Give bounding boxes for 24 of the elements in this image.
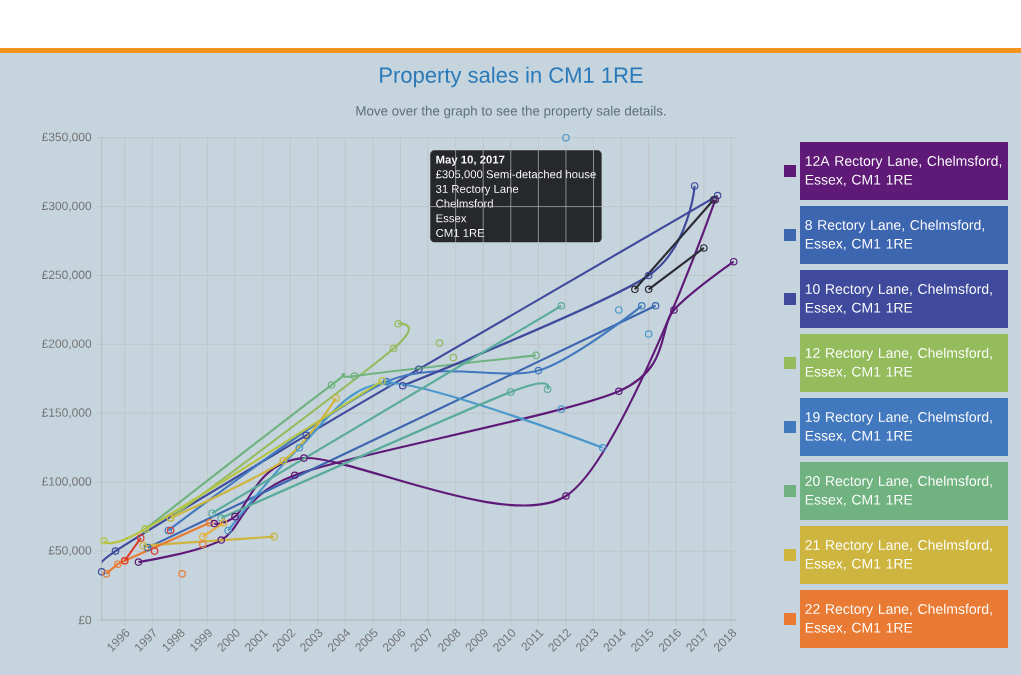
y-tick-label: £250,000 xyxy=(41,270,92,281)
legend-label: 20 Rectory Lane, Chelmsford, Essex, CM1 1RE xyxy=(805,475,992,507)
y-tick-label: £50,000 xyxy=(48,546,92,557)
legend-label: 10 Rectory Lane, Chelmsford, Essex, CM1 1RE xyxy=(805,283,992,315)
y-tick-label: £200,000 xyxy=(41,339,92,350)
legend-label: 19 Rectory Lane, Chelmsford, Essex, CM1 1RE xyxy=(805,411,992,443)
annotation: May 10, 2017 xyxy=(436,155,505,166)
y-tick-label: £150,000 xyxy=(41,408,92,419)
annotation: £305,000 Semi-detached house xyxy=(435,169,596,180)
annotation: Chelmsford xyxy=(436,199,493,208)
y-tick-label: £0 xyxy=(78,615,92,625)
legend-label: 12A Rectory Lane, Chelmsford, Essex, CM1 1RE xyxy=(805,155,1002,187)
annotation: CM1 1RE xyxy=(436,228,485,237)
legend-label: 8 Rectory Lane, Chelmsford, Essex, CM1 1RE xyxy=(805,219,984,251)
legend-label: 12 Rectory Lane, Chelmsford, Essex, CM1 1RE xyxy=(805,347,992,379)
y-tick-label: £300,000 xyxy=(41,201,92,212)
legend-label: 22 Rectory Lane, Chelmsford, Essex, CM1 1RE xyxy=(805,603,992,635)
legend-label: 21 Rectory Lane, Chelmsford, Essex, CM1 1RE xyxy=(805,539,992,571)
y-tick-label: £350,000 xyxy=(41,132,92,143)
chart-title: Property sales in CM1 1RE xyxy=(380,66,643,88)
chart-subtitle: Move over the graph to see the property sale details. xyxy=(356,105,666,119)
y-tick-label: £100,000 xyxy=(41,477,92,488)
annotation: Essex xyxy=(436,214,467,223)
annotation: 31 Rectory Lane xyxy=(436,184,519,196)
